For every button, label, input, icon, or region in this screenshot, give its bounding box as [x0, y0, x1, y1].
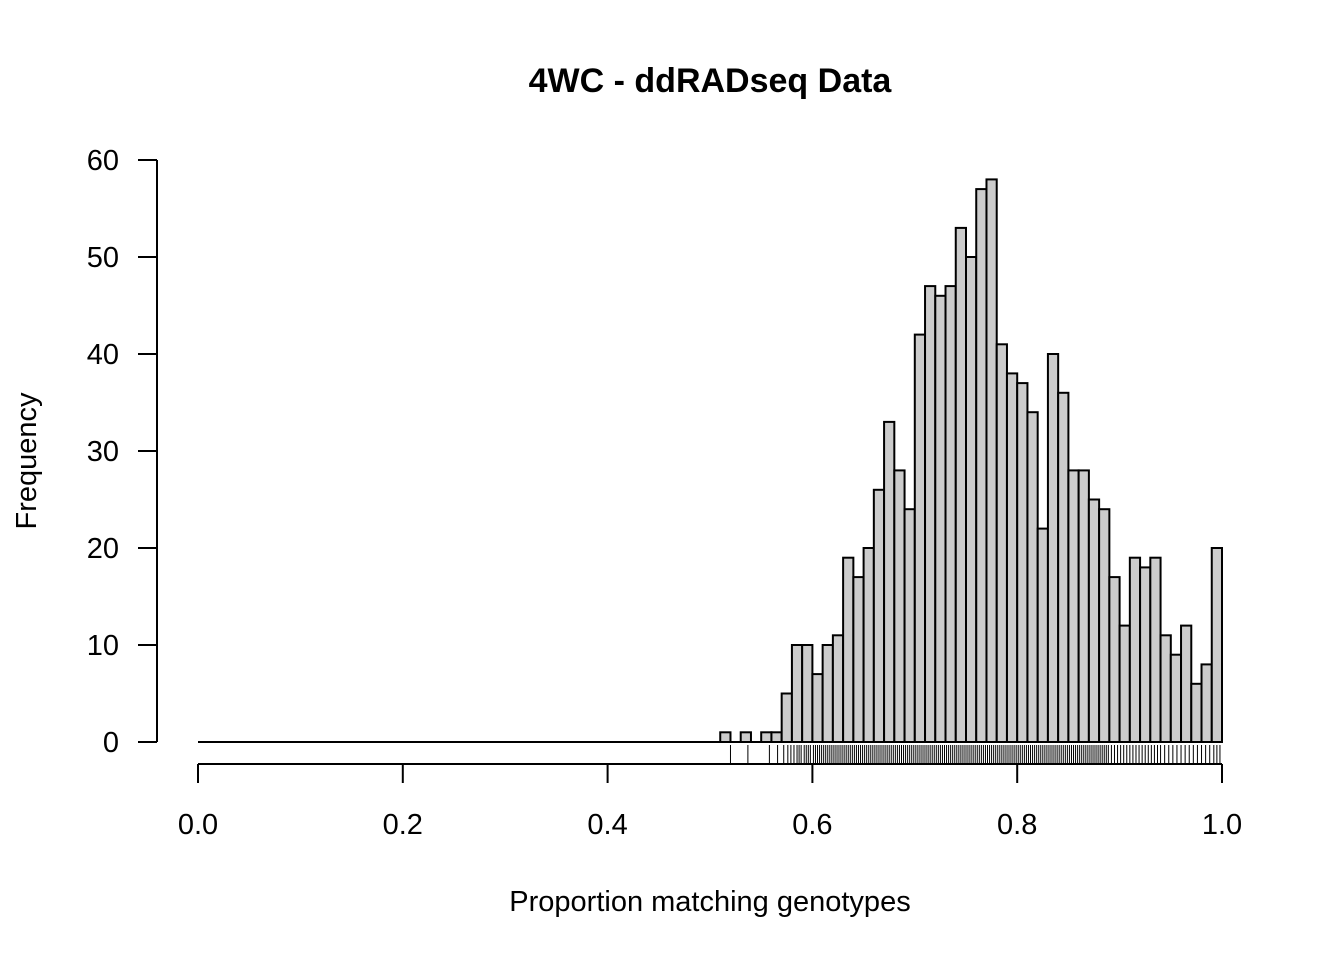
bars	[719, 178, 1224, 744]
x-axis-label: Proportion matching genotypes	[509, 886, 910, 918]
histogram-bar	[1016, 382, 1029, 743]
histogram-bar	[1149, 556, 1162, 744]
x-tick-label: 1.0	[1202, 809, 1242, 841]
histogram-bar	[1087, 498, 1101, 743]
histogram-bar	[903, 508, 916, 744]
histogram-bar	[995, 343, 1008, 743]
chart-title: 4WC - ddRADseq Data	[529, 62, 893, 100]
histogram-bar	[1159, 634, 1172, 743]
histogram-bar	[1098, 508, 1111, 744]
histogram-bar	[934, 294, 947, 743]
histogram-bar	[831, 634, 845, 743]
histogram-bar	[944, 285, 957, 743]
x-tick-label: 0.8	[997, 809, 1037, 841]
histogram-bar	[1057, 391, 1070, 743]
histogram-bar	[842, 556, 855, 744]
y-tick-label: 50	[87, 242, 119, 274]
histogram-bar	[739, 731, 752, 743]
histogram-bar	[1128, 556, 1142, 744]
histogram-bar	[1139, 566, 1152, 744]
histogram-bar	[965, 256, 978, 743]
histogram-bar	[1169, 653, 1183, 744]
histogram-bar	[780, 692, 793, 743]
histogram-bar	[1190, 682, 1203, 743]
histogram-bar	[821, 644, 834, 743]
histogram-bar	[1180, 624, 1193, 743]
x-tick-label: 0.2	[383, 809, 423, 841]
y-tick-label: 30	[87, 436, 119, 468]
histogram-bar	[954, 226, 968, 743]
histogram-bar	[719, 731, 732, 743]
histogram-bar	[1077, 469, 1090, 743]
histogram-bar	[985, 178, 998, 743]
y-tick-label: 10	[87, 630, 119, 662]
x-axis: 0.0 0.2 0.4 0.6 0.8 1.0	[178, 763, 1242, 841]
y-axis: 0 10 20 30 40 50 60	[87, 145, 158, 759]
histogram-bar	[1210, 547, 1224, 743]
histogram-bar	[872, 488, 886, 743]
histogram-bar	[1046, 353, 1060, 743]
histogram-bar	[1108, 576, 1121, 743]
histogram-bar	[975, 188, 988, 744]
histogram-bar	[924, 285, 937, 743]
histogram-bar	[1005, 372, 1019, 743]
histogram-bar	[1200, 663, 1213, 744]
x-tick-label: 0.0	[178, 809, 218, 841]
histogram-bar	[770, 731, 783, 743]
histogram-bar	[852, 576, 865, 743]
histogram-bar	[801, 644, 814, 743]
histogram-bar	[913, 333, 927, 743]
histogram-bar	[1067, 469, 1080, 743]
histogram-bar	[1118, 624, 1131, 743]
x-tick-label: 0.6	[792, 809, 832, 841]
rug-marks	[729, 745, 1221, 763]
histogram-bar	[790, 644, 804, 743]
histogram-bar	[883, 420, 896, 743]
histogram-bar	[1036, 527, 1049, 743]
y-tick-label: 20	[87, 533, 119, 565]
y-tick-label: 40	[87, 339, 119, 371]
histogram-bar	[862, 547, 875, 743]
x-tick-label: 0.4	[587, 809, 627, 841]
histogram-bar	[760, 731, 773, 743]
y-tick-label: 60	[87, 145, 119, 177]
y-axis-label: Frequency	[11, 392, 43, 530]
histogram-bar	[811, 673, 824, 743]
histogram-bar	[1026, 411, 1039, 743]
y-tick-label: 0	[103, 727, 119, 759]
histogram-bar	[893, 469, 906, 743]
